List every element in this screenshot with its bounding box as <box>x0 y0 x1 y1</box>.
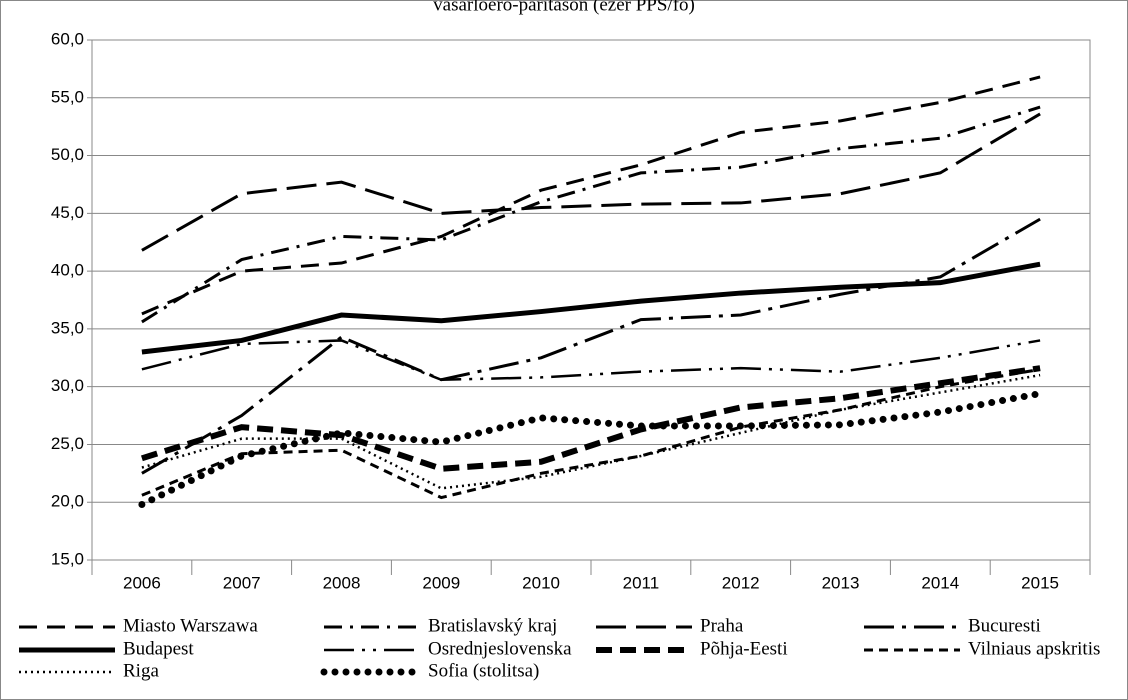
legend-label: Sofia (stolitsa) <box>428 660 539 681</box>
legend-label: Põhja-Eesti <box>700 638 788 659</box>
y-tick-label: 20,0 <box>51 492 84 511</box>
y-tick-label: 45,0 <box>51 203 84 222</box>
x-tick-label: 2013 <box>822 573 860 592</box>
legend-label: Bucuresti <box>968 615 1041 636</box>
y-tick-label: 50,0 <box>51 145 84 164</box>
x-tick-label: 2014 <box>921 573 959 592</box>
x-tick-label: 2008 <box>323 573 361 592</box>
y-tick-label: 60,0 <box>51 29 84 48</box>
y-tick-label: 15,0 <box>51 549 84 568</box>
series-line <box>141 112 1041 252</box>
series-line <box>141 339 1041 381</box>
series-line <box>141 261 1041 355</box>
chart-title: vásárlóerő-paritáson (ezer PPS/fő) <box>433 0 695 15</box>
x-tick-label: 2010 <box>522 573 560 592</box>
x-tick-label: 2012 <box>722 573 760 592</box>
legend-label: Praha <box>700 615 744 636</box>
y-tick-label: 55,0 <box>51 87 84 106</box>
legend-label: Bratislavský kraj <box>428 615 557 636</box>
x-tick-label: 2011 <box>623 573 660 592</box>
y-tick-label: 30,0 <box>51 376 84 395</box>
y-tick-label: 35,0 <box>51 318 84 337</box>
x-tick-label: 2007 <box>223 573 261 592</box>
series-line <box>141 105 1041 324</box>
legend-label: Vilniaus apskritis <box>968 638 1100 659</box>
series-line <box>141 367 1041 500</box>
legend-label: Osrednjeslovenska <box>428 638 572 659</box>
y-tick-label: 40,0 <box>51 261 84 280</box>
series-line <box>141 365 1041 472</box>
x-tick-label: 2006 <box>123 573 161 592</box>
legend-label: Budapest <box>123 638 194 659</box>
y-tick-label: 25,0 <box>51 434 84 453</box>
x-tick-label: 2015 <box>1021 573 1059 592</box>
series-line <box>138 390 1044 509</box>
legend-label: Riga <box>123 660 159 681</box>
legend-label: Miasto Warszawa <box>123 615 258 636</box>
x-tick-label: 2009 <box>422 573 460 592</box>
